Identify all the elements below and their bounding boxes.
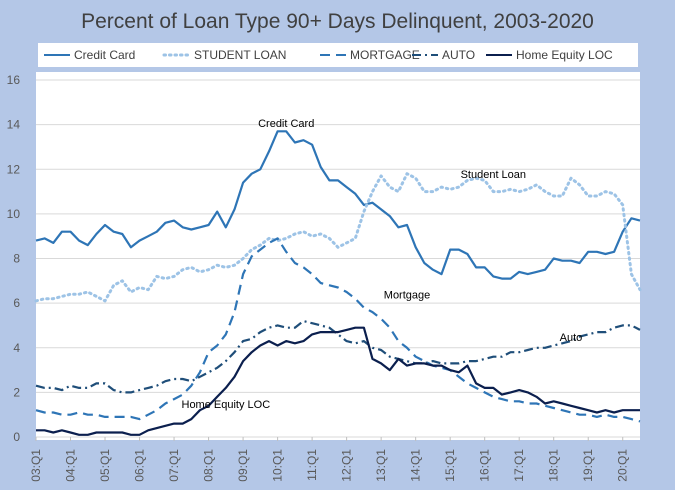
x-tick-label: 15:Q1 (443, 449, 457, 482)
annotation-label: Mortgage (384, 290, 430, 302)
x-tick-label: 03:Q1 (29, 449, 43, 482)
x-tick-label: 10:Q1 (271, 449, 285, 482)
x-tick-label: 09:Q1 (236, 449, 250, 482)
x-tick-label: 14:Q1 (409, 449, 423, 482)
legend-label: MORTGAGE (350, 48, 420, 62)
x-tick-label: 20:Q1 (616, 449, 630, 482)
x-tick-label: 17:Q1 (512, 449, 526, 482)
annotation-label: Student Loan (461, 169, 526, 181)
y-tick-label: 16 (7, 73, 21, 87)
y-tick-label: 6 (13, 296, 20, 310)
y-tick-label: 10 (7, 207, 21, 221)
x-tick-label: 16:Q1 (478, 449, 492, 482)
x-tick-label: 11:Q1 (305, 449, 319, 481)
y-tick-label: 14 (7, 118, 21, 132)
x-tick-label: 19:Q1 (581, 449, 595, 482)
y-tick-label: 2 (13, 385, 20, 399)
series-line-2 (35, 237, 641, 423)
annotation-label: Home Equity LOC (182, 399, 271, 411)
x-tick-label: 04:Q1 (64, 449, 78, 482)
legend-label: Credit Card (74, 48, 135, 62)
legend-label: AUTO (442, 48, 475, 62)
plot-area (36, 72, 640, 440)
x-tick-label: 06:Q1 (133, 449, 147, 482)
x-tick-label: 12:Q1 (340, 449, 354, 482)
series-line-4 (36, 326, 640, 436)
x-tick-label: 07:Q1 (167, 449, 181, 482)
legend-label: STUDENT LOAN (194, 48, 286, 62)
x-tick-label: 13:Q1 (374, 449, 388, 482)
y-tick-label: 4 (13, 341, 20, 355)
x-tick-label: 08:Q1 (202, 449, 216, 482)
annotation-label: Credit Card (258, 118, 314, 130)
y-tick-label: 8 (13, 252, 20, 266)
y-tick-label: 0 (13, 430, 20, 444)
series-line-1 (34, 172, 642, 303)
y-tick-label: 12 (7, 162, 21, 176)
x-tick-label: 18:Q1 (547, 449, 561, 482)
chart-title: Percent of Loan Type 90+ Days Delinquent… (81, 10, 594, 33)
x-tick-label: 05:Q1 (98, 449, 112, 482)
legend-label: Home Equity LOC (516, 48, 613, 62)
series-line-0 (35, 130, 641, 280)
annotation-label: Auto (560, 332, 583, 344)
